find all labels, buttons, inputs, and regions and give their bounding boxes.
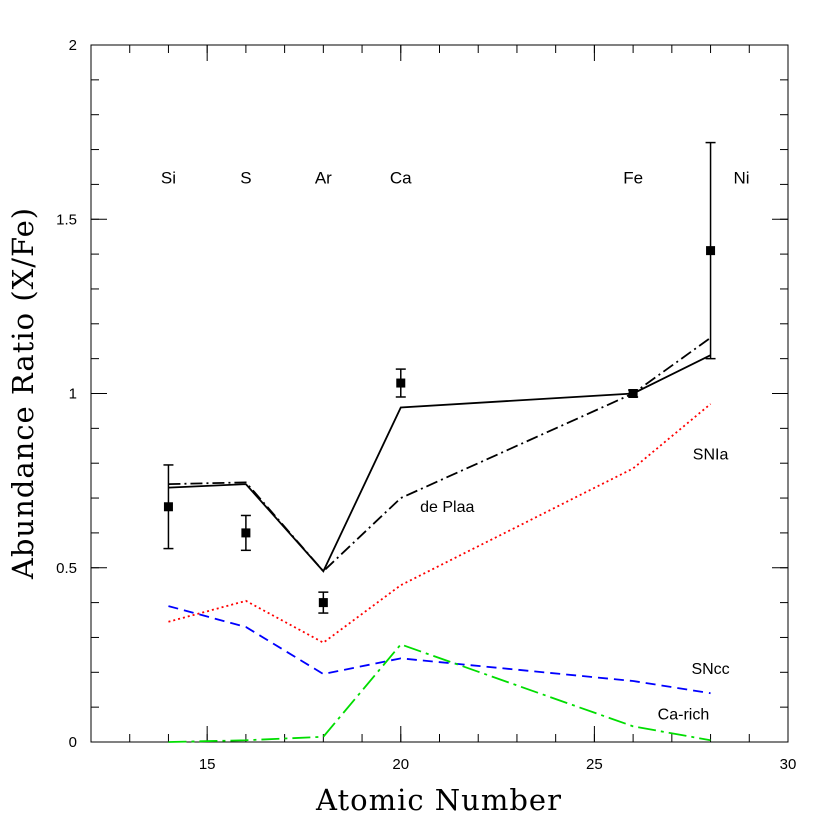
y-tick-label: 2 bbox=[69, 37, 77, 54]
element-label: Si bbox=[161, 168, 176, 187]
data-point bbox=[163, 502, 173, 512]
minor-ticks bbox=[90, 44, 789, 743]
y-tick-label: 1 bbox=[69, 386, 77, 403]
de-plaa-line bbox=[168, 337, 712, 573]
element-label: Ca bbox=[390, 168, 412, 187]
x-tick-label: 20 bbox=[392, 756, 409, 773]
x-tick-label: 25 bbox=[586, 756, 603, 773]
x-tick-label: 30 bbox=[780, 756, 797, 773]
series-annotation: de Plaa bbox=[420, 499, 474, 516]
element-label: Ni bbox=[734, 168, 750, 187]
y-tick-label: 0.5 bbox=[56, 560, 77, 577]
ca-rich-line bbox=[168, 643, 711, 743]
y-tick-label: 1.5 bbox=[56, 211, 77, 228]
series-annotations: de Plaa SNIa SNcc Ca-rich bbox=[420, 447, 730, 724]
x-tick-labels: 15 20 25 30 bbox=[199, 756, 797, 773]
y-axis-title: Abundance Ratio (X/Fe) bbox=[6, 207, 40, 580]
best-fit-line bbox=[168, 354, 711, 573]
sncc-line bbox=[168, 605, 711, 695]
data-point bbox=[318, 598, 328, 608]
major-ticks bbox=[91, 44, 789, 743]
y-tick-labels: 0 0.5 1 1.5 2 bbox=[56, 37, 77, 751]
element-labels: Si S Ar Ca Fe Ni bbox=[161, 168, 750, 187]
y-tick-label: 0 bbox=[69, 734, 77, 751]
series-lines bbox=[168, 337, 712, 743]
element-label: Ar bbox=[315, 168, 332, 187]
element-label: Fe bbox=[623, 168, 643, 187]
series-annotation: SNcc bbox=[691, 661, 729, 678]
x-axis-title: Atomic Number bbox=[315, 783, 562, 817]
element-label: S bbox=[240, 168, 251, 187]
series-annotation: Ca-rich bbox=[658, 706, 710, 723]
series-annotation: SNIa bbox=[693, 447, 729, 464]
snia-line bbox=[168, 403, 712, 644]
plot-frame bbox=[90, 44, 789, 743]
data-point bbox=[706, 246, 716, 256]
observed-points bbox=[163, 141, 716, 614]
data-point bbox=[396, 378, 406, 388]
x-tick-label: 15 bbox=[199, 756, 216, 773]
data-point bbox=[241, 528, 251, 538]
data-point bbox=[628, 389, 638, 398]
